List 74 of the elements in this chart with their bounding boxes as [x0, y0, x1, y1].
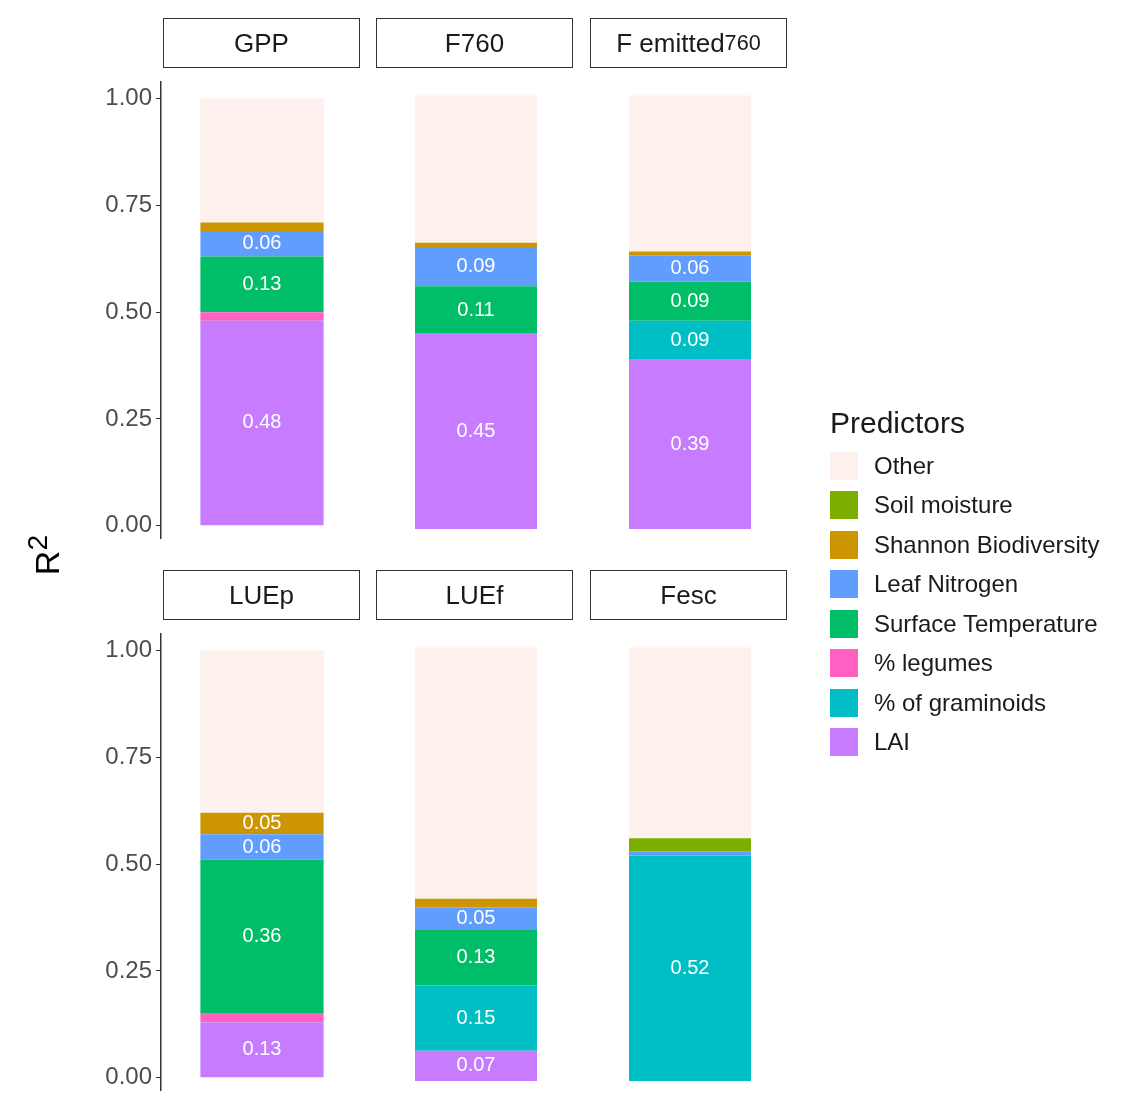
data-label: 0.15	[456, 1005, 496, 1028]
bar	[629, 281, 751, 321]
data-label: 0.13	[242, 1037, 282, 1060]
y-tick-label: 0.25	[105, 955, 152, 983]
bar	[200, 650, 324, 813]
data-label: 0.06	[670, 256, 710, 279]
data-label: 0.39	[670, 431, 710, 454]
bar	[415, 898, 537, 908]
bar	[415, 647, 537, 899]
bar	[200, 859, 324, 1014]
bar	[200, 222, 324, 231]
data-label: 0.13	[242, 271, 282, 294]
y-tick-label: 0.00	[105, 1062, 152, 1090]
bar	[200, 834, 324, 860]
bar	[415, 333, 537, 529]
bar	[200, 1022, 324, 1078]
chart-title: GPP	[163, 18, 360, 68]
y-tick-label: 0.00	[105, 510, 152, 538]
bar	[629, 251, 751, 256]
legend-label: Soil moisture	[874, 491, 1013, 520]
data-label: 0.09	[670, 327, 710, 350]
data-label: 0.07	[456, 1053, 496, 1076]
data-label: 0.09	[670, 288, 710, 311]
bar	[629, 359, 751, 529]
bar	[200, 230, 324, 257]
bar	[415, 95, 537, 243]
bar	[200, 1013, 324, 1023]
data-label: 0.48	[242, 410, 282, 433]
legend-label: Shannon Biodiversity	[874, 530, 1100, 559]
bar	[415, 247, 537, 287]
bar	[200, 98, 324, 223]
bar	[415, 286, 537, 334]
data-label: 0.11	[457, 297, 495, 320]
bar	[415, 985, 537, 1051]
y-tick-label: 0.50	[105, 296, 152, 324]
bar	[415, 242, 537, 248]
legend-label: Other	[874, 451, 935, 480]
legend-label: Leaf Nitrogen	[874, 570, 1019, 599]
legend-label: Surface Temperature	[874, 609, 1098, 638]
bar	[200, 256, 324, 313]
legend-title: Predictors	[830, 406, 967, 440]
data-label: 0.36	[242, 924, 282, 947]
data-label: 0.05	[456, 905, 496, 928]
data-label: 0.13	[456, 944, 496, 967]
y-tick-label: 0.25	[105, 403, 152, 431]
y-tick-label: 0.50	[105, 848, 152, 876]
bar	[629, 647, 751, 839]
legend-label: % of graminoids	[874, 688, 1047, 717]
y-tick-label: 1.00	[105, 83, 152, 111]
bar	[629, 855, 751, 1081]
data-label: 0.52	[670, 955, 710, 978]
data-label: 0.05	[242, 811, 282, 834]
bar	[629, 838, 751, 852]
bar	[629, 320, 751, 360]
chart-title: F760	[376, 18, 573, 68]
bar	[629, 255, 751, 282]
bar	[200, 320, 324, 526]
data-label: 0.06	[242, 834, 282, 857]
chart-title: Fesc	[590, 570, 787, 620]
bar	[415, 929, 537, 986]
data-label: 0.06	[242, 231, 282, 254]
chart-title: LUEf	[376, 570, 573, 620]
data-label: 0.09	[456, 254, 496, 277]
y-tick-label: 0.75	[105, 741, 152, 769]
y-tick-label: 0.75	[105, 189, 152, 217]
legend-label: % legumes	[874, 649, 993, 678]
bar	[200, 312, 324, 321]
bar	[415, 1050, 537, 1081]
data-label: 0.45	[456, 418, 496, 441]
legend-label: LAI	[874, 728, 911, 757]
bar	[629, 95, 751, 252]
chart-title: LUEp	[163, 570, 360, 620]
bar	[629, 851, 751, 856]
y-tick-label: 1.00	[105, 635, 152, 663]
